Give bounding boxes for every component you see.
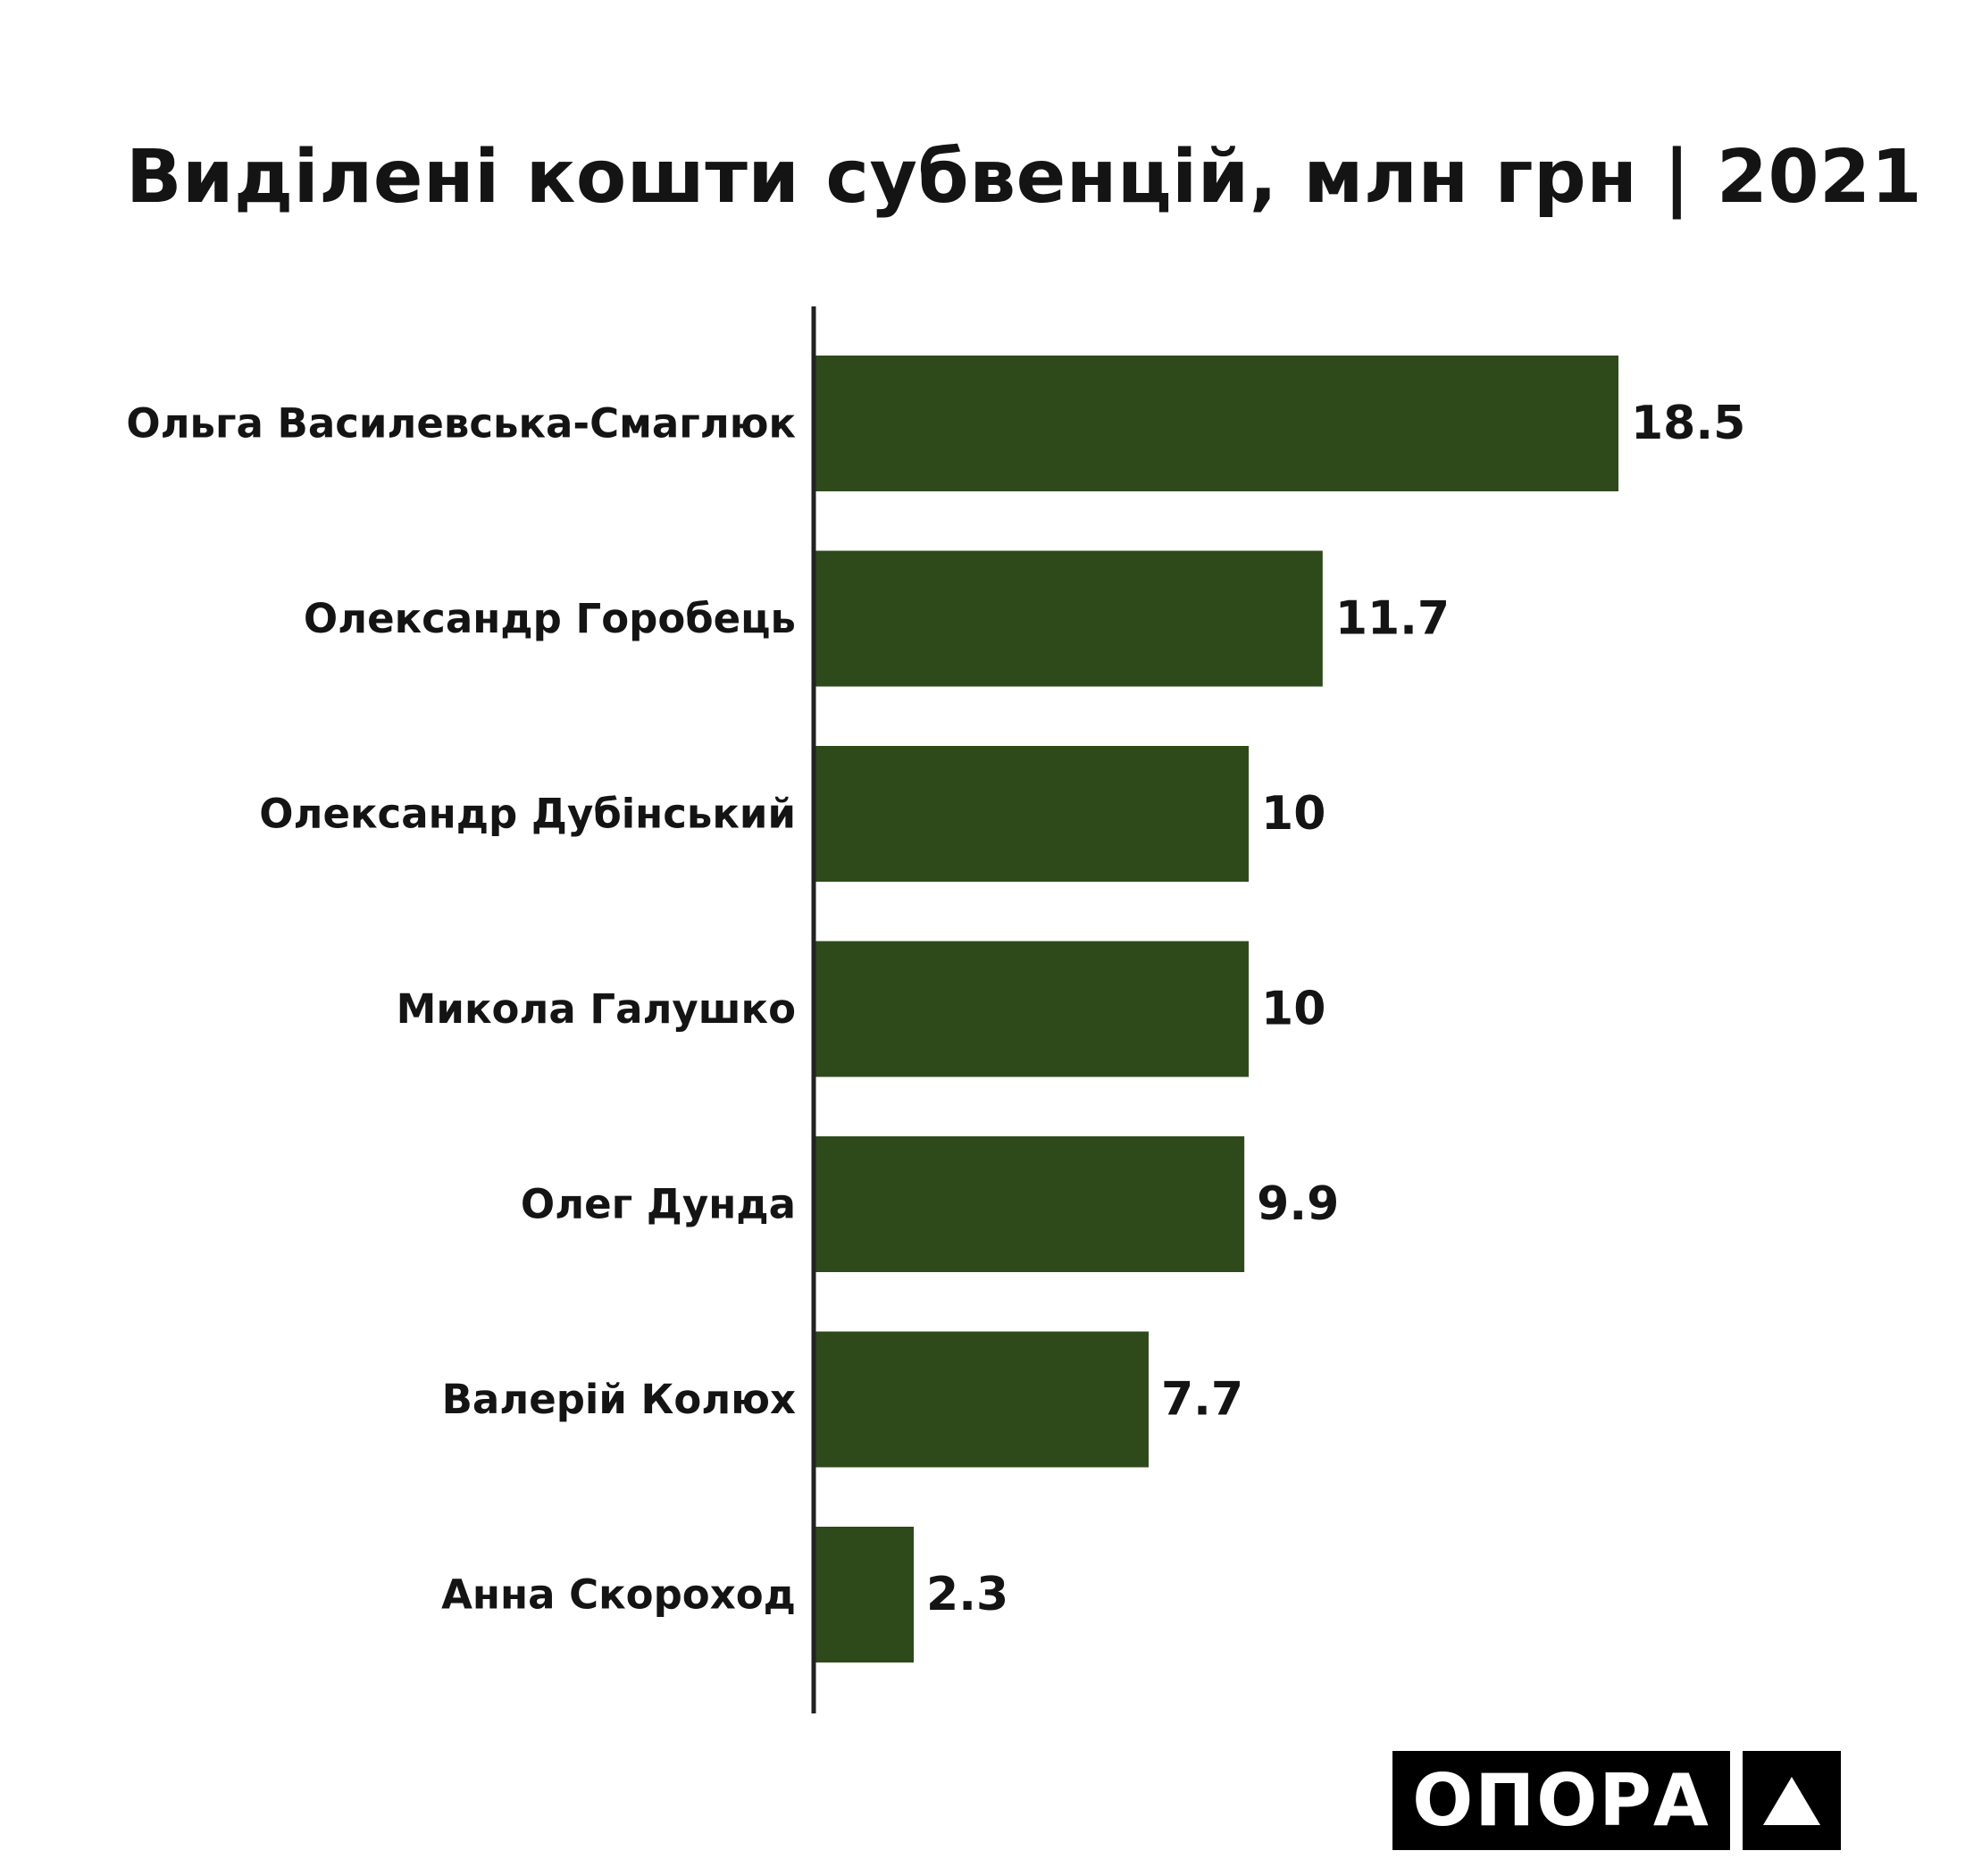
bar [814, 1527, 915, 1662]
triangle-glyph [1763, 1776, 1820, 1825]
category-label: Олександр Дубінський [259, 791, 796, 838]
bar [814, 356, 1618, 491]
category-label: Олександр Горобець [304, 595, 796, 642]
value-label: 11.7 [1335, 592, 1450, 646]
triangle-icon [1743, 1751, 1841, 1850]
category-label: Валерій Колюх [442, 1376, 796, 1423]
value-label: 10 [1261, 983, 1325, 1036]
category-label: Микола Галушко [397, 985, 796, 1033]
logo-wordmark: ОПОРА [1392, 1751, 1730, 1850]
bar [814, 550, 1323, 687]
value-label: 9.9 [1257, 1177, 1339, 1231]
bar [814, 1331, 1150, 1468]
value-label: 18.5 [1631, 397, 1745, 450]
bar [814, 746, 1250, 882]
category-label: Олег Дунда [521, 1181, 796, 1228]
value-label: 7.7 [1161, 1373, 1243, 1427]
category-label: Ольга Василевська-Смаглюк [126, 400, 796, 448]
opora-logo: ОПОРА [1392, 1751, 1841, 1850]
chart-title: Виділені кошти субвенцій, млн грн | 2021 [126, 135, 1923, 220]
bar [814, 1136, 1245, 1272]
value-label: 10 [1261, 787, 1325, 841]
value-label: 2.3 [926, 1568, 1008, 1621]
category-label: Анна Скороход [441, 1571, 796, 1619]
bar [814, 941, 1250, 1077]
